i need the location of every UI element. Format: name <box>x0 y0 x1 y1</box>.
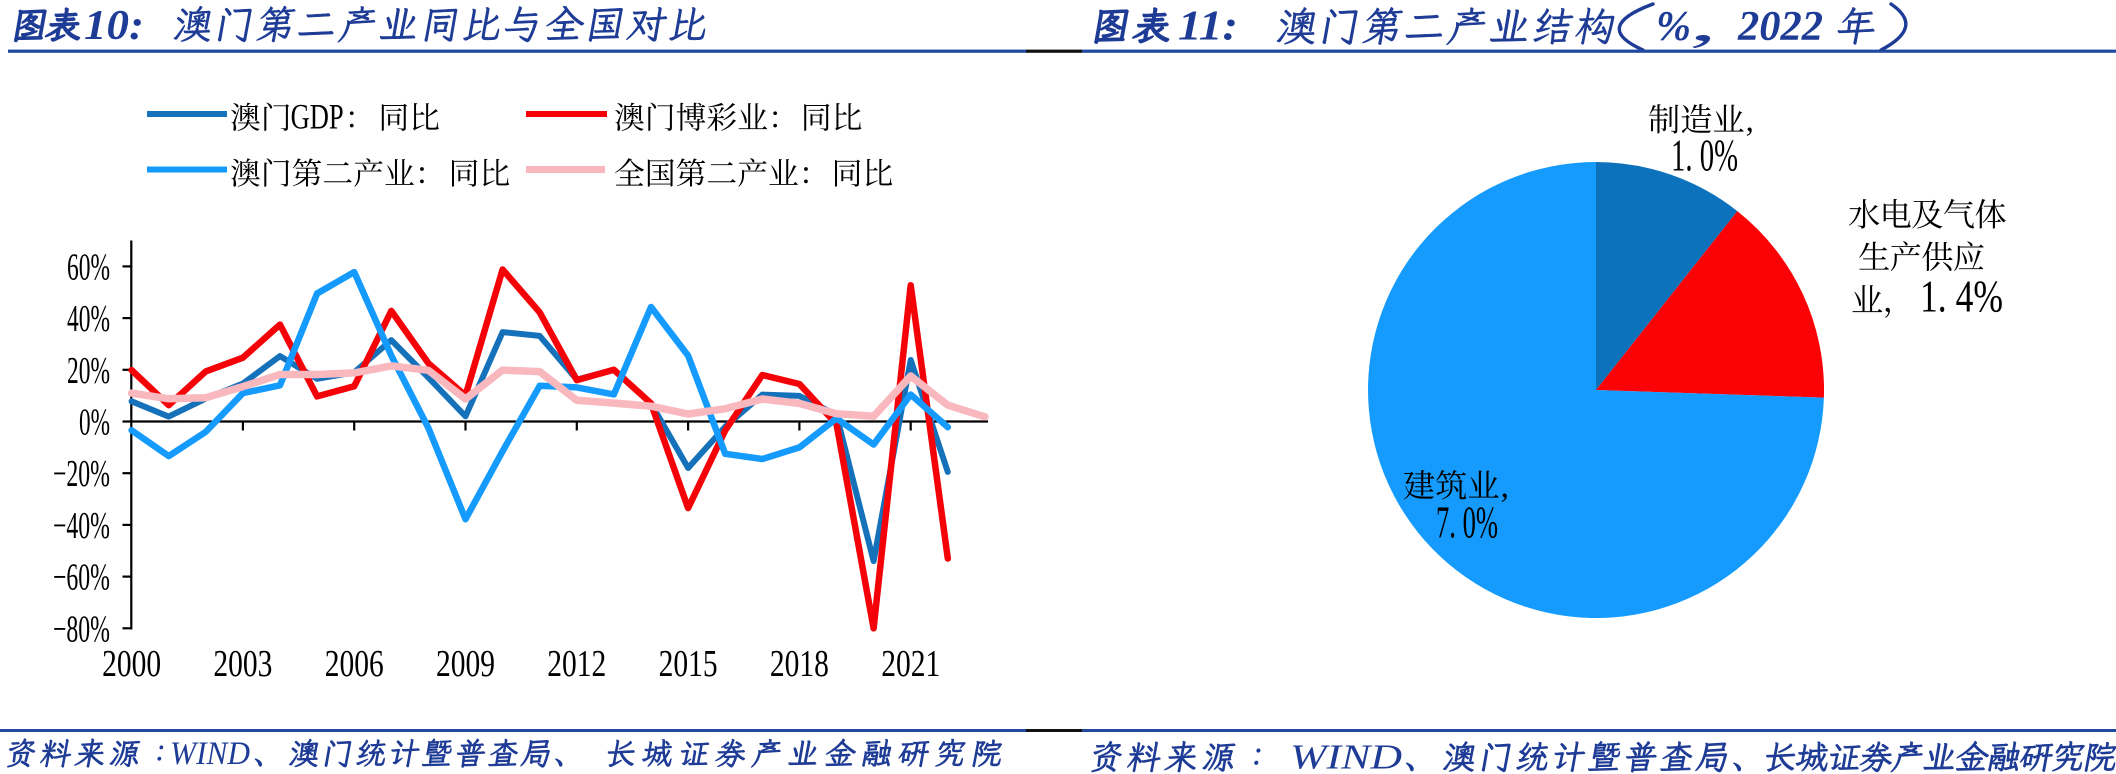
svg-text:2018: 2018 <box>770 643 829 685</box>
svg-text:2006: 2006 <box>325 643 384 685</box>
svg-text:2015: 2015 <box>659 643 718 685</box>
svg-text:11:: 11: <box>1178 4 1238 50</box>
svg-text:2022: 2022 <box>1737 4 1823 50</box>
svg-text:WIND: WIND <box>170 736 250 772</box>
svg-text:WIND: WIND <box>1290 738 1402 774</box>
svg-text:2012: 2012 <box>547 643 606 685</box>
svg-text:2009: 2009 <box>436 643 495 685</box>
svg-text:GDP: GDP <box>291 97 344 137</box>
svg-text:−80%: −80% <box>53 608 110 650</box>
svg-text:40%: 40% <box>67 298 110 340</box>
svg-text:−40%: −40% <box>53 505 110 547</box>
svg-text:,: , <box>1501 469 1509 505</box>
svg-text:60%: 60% <box>67 246 110 288</box>
svg-text:10:: 10: <box>84 3 144 49</box>
svg-text:2021: 2021 <box>881 643 940 685</box>
svg-text:2003: 2003 <box>213 643 272 685</box>
svg-text:0%: 0% <box>79 402 110 444</box>
svg-text:%: % <box>1656 4 1691 50</box>
svg-text:,: , <box>1746 103 1754 139</box>
svg-text:1. 4%: 1. 4% <box>1920 272 2003 322</box>
svg-text:2000: 2000 <box>102 643 161 685</box>
svg-text:20%: 20% <box>67 350 110 392</box>
svg-text:7. 0%: 7. 0% <box>1436 498 1498 548</box>
svg-text:−60%: −60% <box>53 557 110 599</box>
svg-text:−20%: −20% <box>53 453 110 495</box>
svg-text:1. 0%: 1. 0% <box>1671 131 1738 181</box>
